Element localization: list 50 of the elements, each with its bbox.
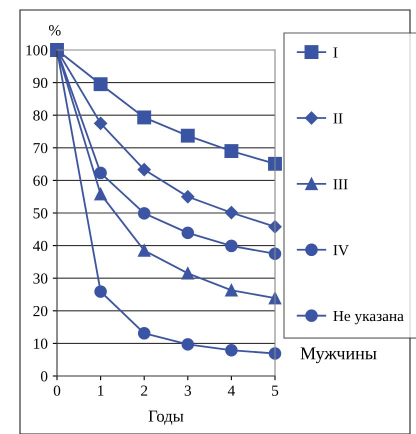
y-tick-label: 50: [34, 208, 48, 218]
legend-label: IV: [333, 245, 349, 256]
legend-label: I: [333, 47, 338, 58]
point: [224, 206, 238, 220]
point: [225, 284, 238, 297]
point: [138, 327, 150, 340]
y-tick-label: 10: [34, 338, 48, 349]
text: Мужчины: [300, 347, 377, 364]
y-axis-title: %: [48, 25, 61, 36]
point: [268, 347, 282, 360]
point: [137, 110, 152, 124]
y-tick-label: 80: [33, 110, 48, 121]
x-tick-label: 5: [272, 386, 278, 396]
y-tick-label: 70: [34, 142, 48, 154]
x-axis-title: Годы: [148, 410, 184, 425]
y-tick-label: 20: [33, 306, 48, 316]
point: [268, 248, 282, 260]
point: [268, 292, 282, 304]
y-tick-label: 100: [26, 45, 48, 56]
point: [138, 207, 150, 220]
x-tick-label: 4: [228, 386, 235, 396]
point: [181, 190, 194, 204]
point: [182, 267, 194, 280]
point: [225, 344, 238, 356]
x-tick-label: 2: [141, 386, 148, 396]
y-tick-label: 30: [33, 273, 48, 284]
legend-label: III: [333, 179, 348, 190]
point: [94, 285, 107, 298]
point: [182, 338, 194, 351]
point: [225, 240, 238, 252]
point: [268, 220, 282, 234]
point: [94, 166, 107, 180]
y-tick-label: 40: [32, 240, 48, 252]
x-tick-label: 1: [98, 386, 104, 396]
point: [224, 144, 238, 158]
point: [268, 156, 282, 171]
y-tick-label: 90: [33, 78, 48, 88]
x-tick-label: 3: [184, 386, 192, 396]
point: [138, 244, 150, 257]
point: [94, 77, 108, 92]
point: [180, 128, 195, 143]
legend-label: Не указана: [333, 311, 404, 324]
point: [182, 226, 194, 240]
point: [94, 188, 107, 200]
point: [94, 116, 108, 130]
y-tick-label: 60: [33, 176, 48, 186]
y-tick-label: 0: [40, 371, 48, 382]
point: [138, 163, 151, 176]
x-tick-label: 0: [54, 385, 60, 396]
legend-label: II: [333, 113, 343, 124]
